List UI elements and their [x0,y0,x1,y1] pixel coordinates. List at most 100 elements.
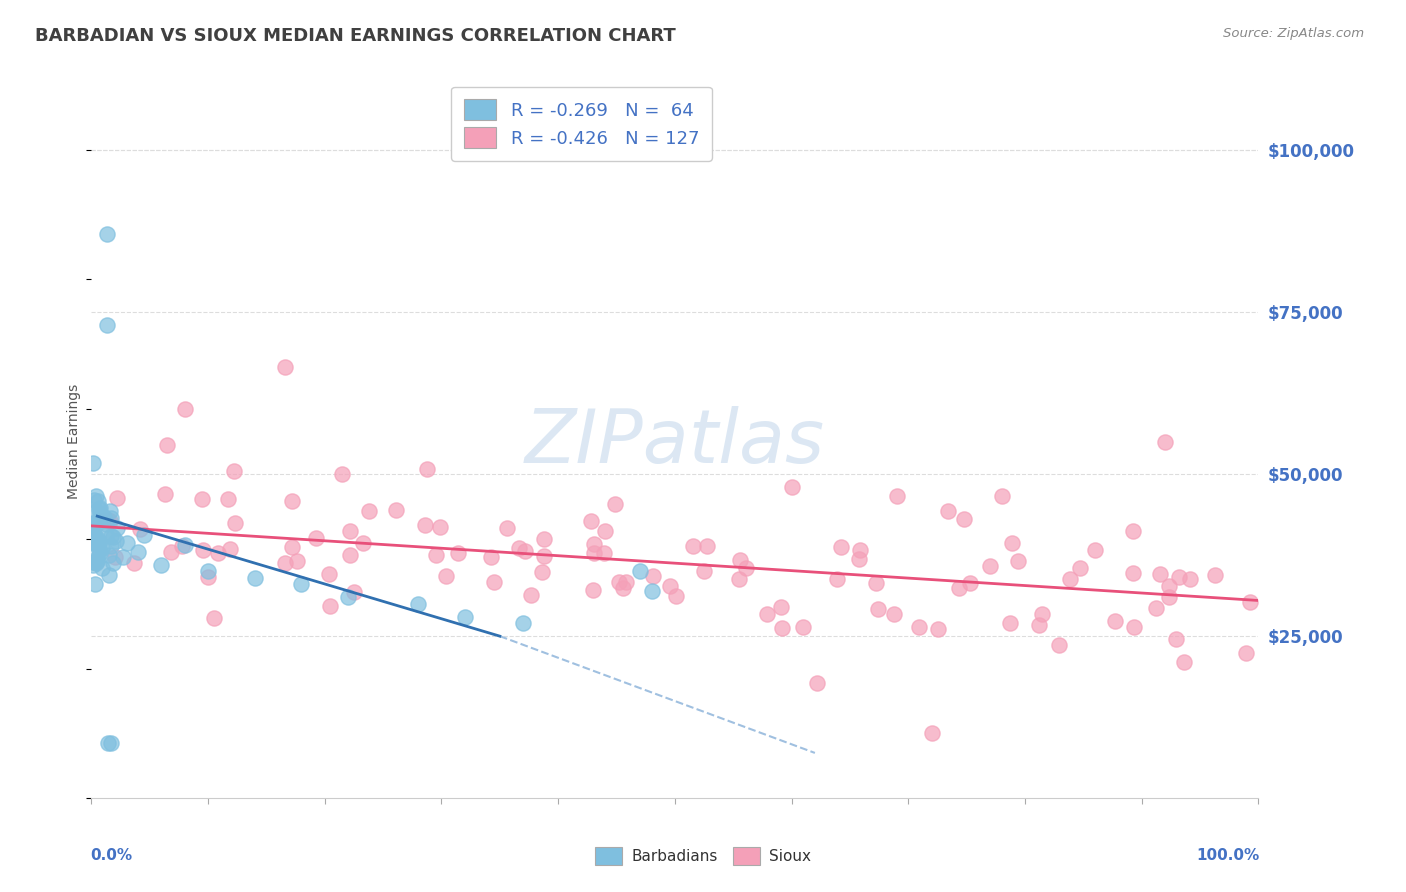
Point [658,579,681,593]
Point [337,591,360,605]
Point [780,480,803,494]
Text: 100.0%: 100.0% [1197,848,1260,863]
Point [579,514,602,528]
Point [94,517,117,532]
Point [82,519,104,533]
Point [682,539,704,553]
Point [447,546,470,560]
Text: BARBADIAN VS SIOUX MEDIAN EARNINGS CORRELATION CHART: BARBADIAN VS SIOUX MEDIAN EARNINGS CORRE… [35,27,676,45]
Point [1007,554,1029,568]
Point [281,493,304,508]
Point [512,616,534,631]
Point [1047,639,1070,653]
Point [82,555,104,569]
Point [218,542,240,557]
Point [217,491,239,506]
Point [280,541,302,555]
Point [849,543,872,558]
Point [89,500,111,515]
Point [865,576,887,591]
Point [150,558,173,572]
Point [628,564,651,578]
Point [1028,618,1050,632]
Point [82,536,104,550]
Point [593,524,616,538]
Point [582,546,605,560]
Point [883,607,905,621]
Point [224,464,246,478]
Point [1069,560,1091,574]
Point [104,549,127,564]
Point [612,582,634,596]
Point [607,574,630,589]
Point [86,532,108,546]
Point [728,553,751,567]
Point [479,550,502,565]
Point [496,521,519,535]
Point [197,564,219,578]
Point [406,597,429,611]
Point [104,534,127,549]
Point [319,599,342,613]
Point [98,504,121,518]
Point [105,491,128,505]
Point [84,503,107,517]
Point [87,543,110,558]
Point [1178,573,1201,587]
Point [339,524,361,538]
Point [305,531,328,545]
Point [936,504,959,518]
Point [484,575,506,590]
Point [207,546,229,560]
Point [84,535,107,549]
Point [318,566,340,581]
Point [290,577,312,591]
Point [343,585,366,599]
Point [770,600,793,615]
Point [97,568,120,582]
Point [1234,646,1257,660]
Point [87,535,110,549]
Point [1173,655,1195,669]
Point [190,491,212,506]
Point [160,544,183,558]
Text: ZIPatlas: ZIPatlas [524,406,825,477]
Point [1122,620,1144,634]
Point [1059,572,1081,586]
Point [339,549,361,563]
Point [756,607,779,621]
Point [83,493,105,508]
Text: 0.0%: 0.0% [90,848,132,863]
Point [1149,566,1171,581]
Point [89,534,111,549]
Point [100,510,122,524]
Point [1159,590,1181,604]
Point [806,676,828,690]
Point [520,589,543,603]
Y-axis label: Median Earnings: Median Earnings [67,384,82,500]
Point [770,621,793,635]
Point [82,516,104,531]
Point [1000,616,1022,631]
Point [97,736,120,750]
Point [792,620,814,634]
Point [156,437,179,451]
Point [84,489,107,503]
Point [89,507,111,521]
Point [96,227,118,241]
Point [603,498,626,512]
Point [927,622,949,636]
Point [134,528,156,542]
Point [1001,535,1024,549]
Point [97,513,120,527]
Point [105,521,128,535]
Point [948,581,970,595]
Point [384,502,406,516]
Point [830,540,852,554]
Point [96,318,118,332]
Point [727,573,749,587]
Point [84,535,107,549]
Point [84,576,107,591]
Point [191,543,214,558]
Point [640,583,662,598]
